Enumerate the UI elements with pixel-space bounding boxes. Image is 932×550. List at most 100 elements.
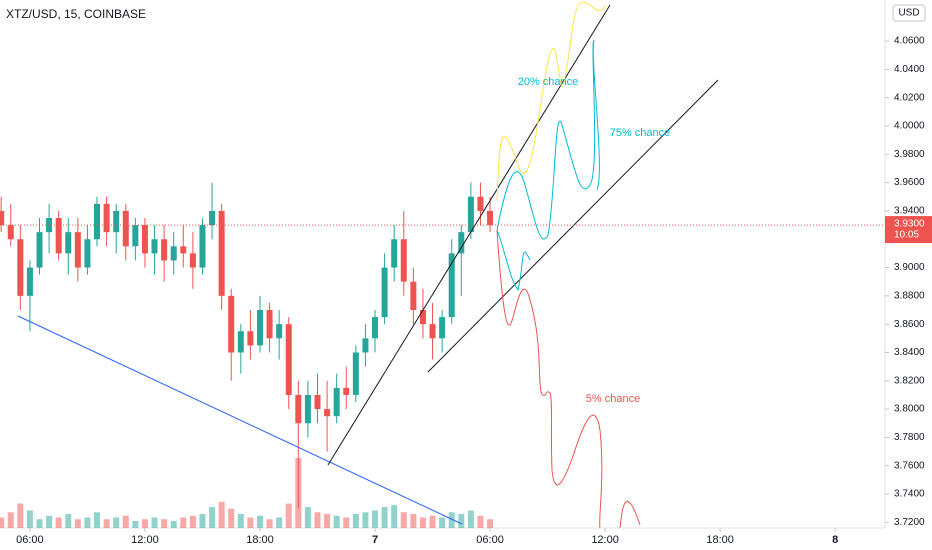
candle-body	[170, 246, 177, 261]
candle-body	[266, 310, 273, 339]
x-tick-label: 06:00	[476, 534, 504, 546]
volume-bar	[314, 512, 321, 528]
candle-body	[247, 331, 254, 346]
drawings	[17, 1, 719, 529]
x-tick-label: 7	[372, 534, 378, 546]
y-tick-label: 3.8800	[894, 290, 925, 301]
trend-line	[17, 315, 463, 525]
candle-body	[276, 324, 283, 339]
candle-body	[55, 217, 62, 254]
volume-bar	[458, 514, 465, 528]
volume-bar	[228, 508, 235, 528]
x-tick-label: 8	[832, 534, 838, 546]
volume-bar	[400, 512, 407, 528]
volume-bar	[410, 514, 417, 528]
candle-body	[400, 239, 407, 282]
volume-bar	[0, 517, 5, 528]
candle-layer	[0, 182, 494, 509]
candle-body	[36, 232, 43, 268]
candle-body	[477, 196, 484, 211]
volume-bar	[74, 519, 81, 528]
projection-curve	[496, 229, 531, 292]
volume-bar	[209, 507, 216, 528]
volume-bar	[122, 515, 129, 528]
candle-body	[429, 324, 436, 339]
candle-body	[228, 295, 235, 353]
annotation: 5% chance	[586, 393, 640, 405]
volume-bar	[17, 503, 24, 528]
volume-bar	[65, 514, 72, 528]
x-tick-label: 18:00	[706, 534, 734, 546]
volume-bar	[477, 515, 484, 528]
volume-bar	[419, 517, 426, 528]
candle-body	[487, 210, 494, 226]
volume-bar	[180, 517, 187, 528]
candle-body	[218, 210, 225, 296]
y-tick-label: 3.8400	[894, 347, 925, 358]
volume-bar	[218, 501, 225, 528]
candle-body	[372, 317, 379, 339]
countdown-label: 10:05	[894, 230, 919, 241]
candle-body	[439, 317, 446, 339]
candle-body	[180, 246, 187, 254]
candle-body	[199, 225, 206, 268]
y-tick-label: 3.9800	[894, 149, 925, 160]
volume-bar	[170, 521, 177, 528]
volume-bar	[151, 517, 158, 528]
last-price-label: 3.9300	[894, 219, 925, 230]
volume-bar	[487, 519, 494, 528]
currency-button[interactable]	[892, 4, 926, 22]
volume-bar	[36, 519, 43, 528]
candle-body	[189, 253, 196, 268]
candle-body	[391, 239, 398, 268]
y-tick-label: 4.0000	[894, 121, 925, 132]
candle-body	[448, 253, 455, 318]
candle-body	[419, 310, 426, 325]
volume-bar	[276, 517, 283, 528]
volume-bar	[448, 512, 455, 528]
volume-bar	[304, 507, 311, 528]
volume-bar	[26, 510, 33, 528]
candle-body	[467, 196, 474, 233]
volume-bar	[352, 514, 359, 528]
candle-body	[122, 210, 129, 247]
y-tick-label: 3.7600	[894, 460, 925, 471]
volume-bar	[84, 517, 91, 528]
y-tick-label: 3.8000	[894, 404, 925, 415]
candle-body	[295, 394, 302, 424]
trend-line	[427, 79, 719, 373]
candle-body	[161, 239, 168, 261]
x-tick-label: 18:00	[246, 534, 274, 546]
candle-body	[256, 310, 263, 346]
volume-bar	[103, 519, 110, 528]
volume-bar	[256, 515, 263, 528]
candle-body	[7, 225, 14, 240]
volume-bar	[333, 515, 340, 528]
volume-bar	[113, 517, 120, 528]
projection-curve	[496, 229, 641, 529]
candle-body	[65, 232, 72, 254]
volume-bar	[132, 521, 139, 528]
candle-body	[151, 239, 158, 254]
candle-body	[26, 267, 33, 296]
y-tick-label: 3.9000	[894, 262, 925, 273]
trend-line	[327, 4, 611, 466]
volume-bar	[7, 512, 14, 528]
axes: 3.7200 3.7400 3.7600 3.7800 3.8000 3.8200 3.84…	[0, 36, 932, 546]
annotation: 75% chance	[610, 127, 671, 139]
currency-label[interactable]: USD	[898, 8, 919, 19]
volume-bar	[372, 510, 379, 528]
y-tick-label: 3.9600	[894, 177, 925, 188]
candle-body	[74, 232, 81, 268]
candle-body	[324, 409, 331, 417]
volume-bar	[429, 515, 436, 528]
candle-body	[458, 232, 465, 254]
volume-bar	[46, 515, 53, 528]
volume-bar	[467, 510, 474, 528]
y-tick-label: 3.7800	[894, 432, 925, 443]
candle-body	[333, 387, 340, 417]
x-tick-label: 12:00	[591, 534, 619, 546]
candle-body	[209, 210, 216, 226]
projection-curve	[496, 39, 600, 240]
